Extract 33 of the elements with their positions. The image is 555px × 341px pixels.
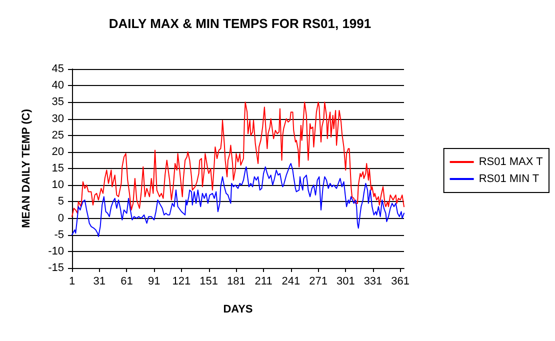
legend-label: RS01 MIN T: [478, 173, 540, 185]
x-tick-label: 211: [254, 276, 272, 288]
y-tick-label: 30: [52, 112, 64, 125]
y-tick-label: -5: [54, 228, 64, 241]
x-tick-label: 241: [282, 276, 300, 288]
y-tick-label: 45: [52, 63, 64, 75]
y-tick-label: -15: [48, 262, 64, 274]
y-tick-label: 10: [52, 179, 64, 192]
x-tick-label: 271: [309, 276, 328, 288]
y-tick-label: 25: [52, 129, 64, 142]
y-tick-label: 40: [52, 80, 64, 92]
x-tick-label: 121: [172, 276, 191, 288]
x-tick-label: 91: [148, 276, 160, 288]
x-tick-label: 361: [391, 276, 410, 288]
line-series: [72, 163, 404, 237]
x-tick-label: 331: [364, 276, 382, 288]
y-tick-label: 0: [58, 212, 64, 224]
y-tick-label: -10: [48, 245, 64, 258]
y-tick-label: 20: [52, 146, 64, 158]
y-axis-title: MEAN DAILY TEMP (C): [20, 108, 32, 228]
x-axis-title: DAYS: [223, 304, 253, 316]
x-tick-label: 151: [200, 276, 218, 288]
legend-label: RS01 MAX T: [478, 156, 544, 168]
x-tick-label: 1: [68, 276, 76, 288]
x-tick-label: 181: [226, 276, 246, 288]
line-series: [72, 102, 404, 218]
x-tick-label: 301: [336, 276, 355, 288]
y-tick-label: 35: [52, 96, 64, 108]
chart-title: DAILY MAX & MIN TEMPS FOR RS01, 1991: [108, 16, 372, 31]
x-tick-label: 31: [93, 276, 106, 288]
y-tick-label: 5: [58, 196, 64, 208]
x-tick-label: 61: [120, 276, 133, 288]
y-tick-label: 15: [52, 162, 64, 174]
